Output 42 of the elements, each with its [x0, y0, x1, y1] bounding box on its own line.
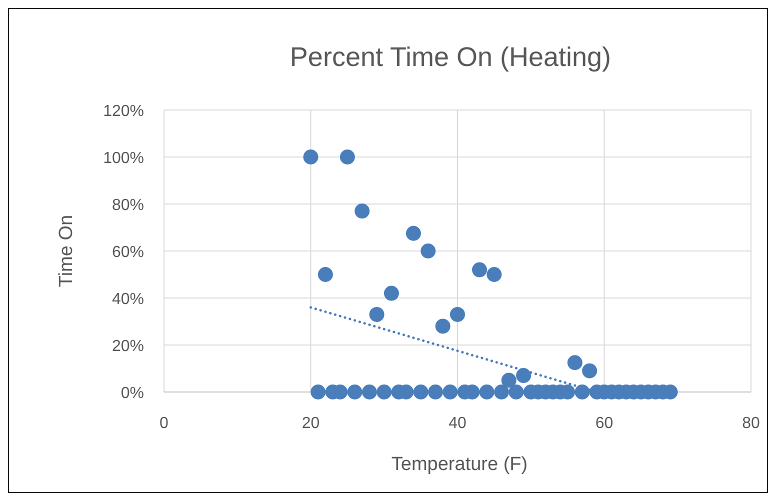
x-tick-label: 40	[448, 415, 466, 432]
point	[479, 384, 494, 400]
point	[472, 262, 488, 278]
point	[310, 384, 326, 400]
point	[384, 286, 399, 301]
point	[347, 384, 362, 400]
point	[516, 368, 532, 384]
y-tick-label: 40%	[112, 291, 144, 308]
point	[442, 384, 458, 400]
point	[303, 150, 318, 164]
point	[362, 384, 377, 400]
point	[567, 355, 582, 370]
point	[318, 267, 333, 282]
point	[340, 150, 355, 164]
x-tick-label: 80	[742, 415, 760, 432]
y-tick-label: 80%	[112, 197, 144, 214]
point	[582, 363, 598, 378]
y-tick-label: 60%	[112, 244, 144, 261]
point	[413, 384, 428, 400]
point	[369, 306, 384, 322]
y-tick-label: 20%	[112, 338, 144, 355]
point	[428, 384, 443, 400]
x-tick-label: 0	[160, 415, 169, 432]
y-tick-label: 0%	[120, 385, 144, 402]
point	[435, 318, 450, 334]
chart-title: Percent Time On (Heating)	[290, 42, 612, 72]
y-tick-label: 120%	[103, 103, 144, 120]
y-tick-label: 100%	[103, 150, 144, 167]
point	[406, 226, 421, 241]
point	[376, 384, 392, 400]
x-tick-label: 60	[595, 415, 614, 432]
x-axis-title: Temperature (F)	[391, 454, 528, 475]
point	[574, 384, 590, 400]
point	[354, 204, 370, 219]
point	[508, 384, 524, 400]
point	[420, 244, 436, 258]
y-axis-title: Time On	[56, 214, 77, 288]
point	[486, 267, 502, 282]
point	[501, 372, 516, 388]
point	[450, 306, 465, 322]
x-tick-label: 20	[302, 415, 320, 432]
point	[494, 384, 510, 400]
